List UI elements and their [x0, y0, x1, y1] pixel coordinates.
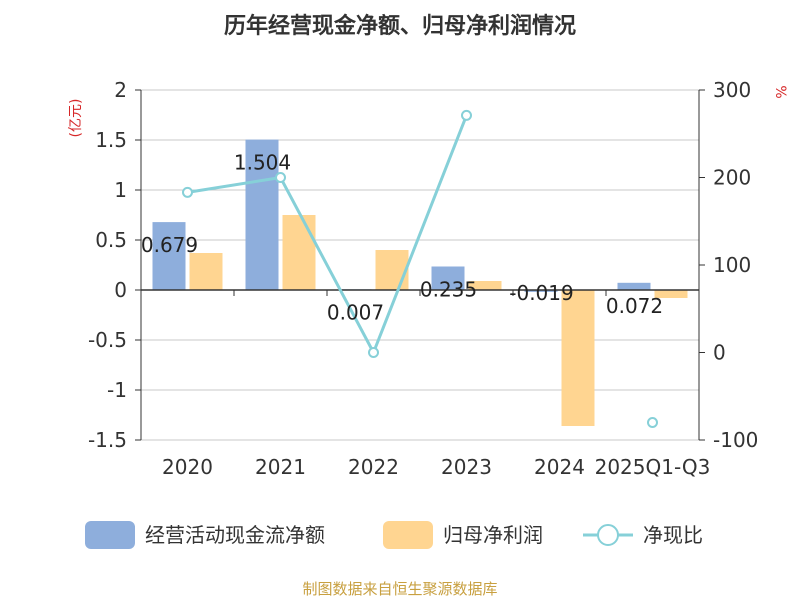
category-label: 2024: [534, 455, 585, 479]
left-axis-unit-label: (亿元): [68, 99, 84, 138]
category-label: 2023: [441, 455, 492, 479]
tick-labels: 2 1.5 1 0.5 0 -0.5 -1 -1.5 300 200 100 0 -100 2020 202…: [88, 78, 758, 479]
left-tick-label: 1: [114, 178, 127, 202]
category-label: 2025Q1-Q3: [595, 455, 711, 479]
legend-item-profit[interactable]: 归母净利润: [383, 521, 543, 549]
profit-bar: [375, 250, 409, 290]
profit-bar: [282, 215, 316, 290]
legend-ratio-marker: [597, 524, 619, 546]
ratio-point: [182, 186, 193, 198]
axes: [135, 89, 705, 441]
left-tick-label: 1.5: [95, 128, 127, 152]
right-axis-unit-label: %: [772, 85, 788, 98]
left-tick-label: 2: [114, 78, 127, 102]
profit-bar: [561, 290, 595, 426]
legend-cash-label: 经营活动现金流净额: [145, 523, 325, 547]
legend-item-ratio[interactable]: 净现比: [583, 523, 703, 547]
legend-ratio-label: 净现比: [643, 523, 703, 547]
ratio-point: [368, 347, 379, 358]
legend-cash-swatch: [85, 521, 135, 549]
cash-value-label: 0.235: [420, 278, 477, 302]
left-tick-label: -1: [107, 378, 127, 402]
category-label: 2022: [348, 455, 399, 479]
cash-bar: [524, 290, 558, 292]
cash-bar: [152, 222, 186, 290]
ratio-point: [647, 417, 658, 428]
legend-profit-swatch: [383, 521, 433, 549]
cash-value-label: -0.019: [509, 281, 573, 305]
ratio-point: [461, 109, 472, 121]
right-tick-label: 200: [713, 166, 751, 190]
left-tick-label: 0: [114, 278, 127, 302]
left-tick-label: -0.5: [88, 328, 127, 352]
category-label: 2021: [255, 455, 306, 479]
bars: [152, 139, 688, 426]
legend-profit-label: 归母净利润: [443, 523, 543, 547]
right-tick-label: 100: [713, 253, 751, 277]
cash-value-label: 0.007: [327, 300, 384, 324]
legend: 经营活动现金流净额 归母净利润 净现比: [85, 521, 703, 549]
gridlines: [141, 89, 699, 441]
chart-title: 历年经营现金净额、归母净利润情况: [224, 13, 576, 39]
right-tick-label: 0: [713, 341, 726, 365]
profit-bar: [654, 290, 688, 298]
cash-value-label: 0.072: [606, 294, 663, 318]
cash-bar: [245, 139, 279, 290]
cash-value-label: 0.679: [141, 233, 198, 257]
legend-item-cash[interactable]: 经营活动现金流净额: [85, 521, 325, 549]
profit-bar: [468, 281, 502, 290]
cash-value-label: 1.504: [234, 151, 291, 175]
ratio-point: [275, 172, 286, 183]
cash-bar: [431, 266, 465, 290]
data-labels: 0.679 1.504 0.007 0.235 -0.019 0.072: [141, 151, 663, 325]
cash-bar: [617, 282, 651, 290]
profit-bar: [189, 253, 223, 290]
ratio-line: [183, 111, 657, 427]
left-tick-label: -1.5: [88, 428, 127, 452]
right-tick-label: -100: [713, 428, 758, 452]
source-note: 制图数据来自恒生聚源数据库: [302, 580, 497, 598]
right-tick-label: 300: [713, 78, 751, 102]
category-label: 2020: [162, 455, 213, 479]
left-tick-label: 0.5: [95, 228, 127, 252]
